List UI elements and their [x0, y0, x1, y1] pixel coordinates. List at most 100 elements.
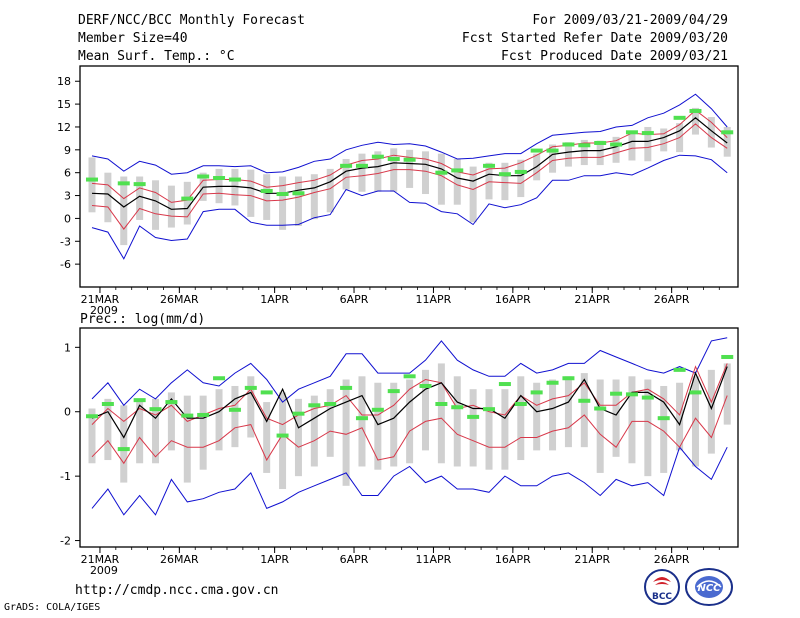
panel2-observed-marker [689, 390, 702, 395]
panel2-member-box [247, 376, 255, 438]
ncc-logo-text: NCC [697, 583, 721, 594]
panel2-year-label: 2009 [90, 564, 118, 577]
panel1-observed-marker [181, 196, 194, 201]
panel2-observed-marker [578, 398, 591, 403]
panel1-observed-marker [371, 154, 384, 159]
panel1-ytick-label: 9 [64, 144, 71, 157]
panel1-ytick-label: 18 [57, 75, 71, 88]
panel2-member-box [390, 382, 398, 467]
panel1-member-box [263, 174, 271, 220]
panel1-member-box [136, 176, 144, 220]
panel2-observed-marker [355, 416, 368, 421]
panel1-member-box [723, 126, 731, 157]
panel2-max-line [91, 337, 728, 407]
fcst-produced-date: Fcst Produced Date 2009/03/21 [501, 49, 728, 64]
panel2-mean-line [91, 366, 728, 439]
panel2-upper-line [91, 363, 728, 426]
panel2-observed-marker [228, 407, 241, 412]
panel1-member-box [104, 172, 112, 223]
panel1-member-box [421, 151, 429, 195]
panel2-xtick-label: 6APR [340, 553, 369, 566]
panel2-member-box [549, 379, 557, 451]
panel1-member-box [580, 139, 588, 166]
panel1-member-box [549, 144, 557, 173]
panel1-observed-marker [435, 170, 448, 175]
panel2-member-box [263, 402, 271, 473]
panel2-member-box [358, 376, 366, 467]
panel1-xtick-label: 26MAR [160, 293, 199, 306]
panel2-member-box [469, 389, 477, 467]
panel1-member-box [628, 130, 636, 161]
panel2-member-box [152, 398, 160, 464]
panel2-member-box [136, 398, 144, 464]
panel2-observed-marker [641, 395, 654, 400]
panel1-observed-marker [213, 176, 226, 181]
panel1-member-box [88, 157, 96, 213]
panel1-ytick-label: 0 [64, 212, 71, 225]
panel2-member-box [88, 408, 96, 464]
panel1-observed-marker [340, 163, 353, 168]
panel2-observed-marker [292, 411, 305, 416]
panel2-observed-marker [340, 385, 353, 390]
panel1-frame [79, 65, 739, 288]
panel2-member-box [501, 389, 509, 470]
panel1-member-box [612, 136, 620, 163]
panel1-member-box [183, 181, 191, 225]
panel2-observed-marker [419, 383, 432, 388]
panel1-member-box [596, 140, 604, 166]
panel2-member-box [120, 405, 128, 483]
panel2-observed-marker [133, 398, 146, 403]
panel1-observed-marker [514, 169, 527, 174]
panel2-xtick-label: 1APR [260, 553, 289, 566]
panel2-lower-line [91, 395, 728, 465]
panel1-xtick-label: 26APR [654, 293, 690, 306]
panel1-observed-marker [641, 131, 654, 136]
panel1-member-box [279, 176, 287, 230]
panel1-member-box [469, 166, 477, 223]
panel1-observed-marker [451, 168, 464, 173]
variable-label: Mean Surf. Temp.: °C [78, 49, 235, 64]
panel1-xtick-label: 21APR [574, 293, 610, 306]
panel1-observed-marker [387, 156, 400, 161]
panel2-observed-marker [213, 376, 226, 381]
panel1-member-box [294, 176, 302, 227]
panel1-ytick-label: 12 [57, 121, 71, 134]
panel2-observed-marker [181, 413, 194, 418]
panel2-member-box [326, 389, 334, 457]
panel2-ytick-label: 1 [64, 341, 71, 354]
panel1-member-box [310, 174, 318, 220]
panel1-xtick-label: 6APR [340, 293, 369, 306]
panel1-member-box [326, 168, 334, 213]
panel2-member-box [691, 376, 699, 467]
panel1-member-box [152, 180, 160, 230]
panel2-ytick-label: 0 [64, 406, 71, 419]
panel2-ytick-label: -2 [60, 535, 71, 548]
panel2-member-box [294, 398, 302, 477]
panel1-observed-marker [594, 140, 607, 145]
panel2-observed-marker [276, 433, 289, 438]
panel1-observed-marker [562, 142, 575, 147]
panel2-member-box [517, 376, 525, 461]
grads-credit: GrADS: COLA/IGES [4, 602, 101, 613]
bcc-logo-text: BCC [652, 592, 672, 602]
panel1-member-box [231, 168, 239, 206]
panel2-member-box [564, 376, 572, 448]
panel2-observed-marker [610, 391, 623, 396]
panel1-member-box [453, 158, 461, 205]
bcc-logo: BCC [644, 569, 680, 605]
panel1-member-box [342, 158, 350, 190]
panel2-xtick-label: 26APR [654, 553, 690, 566]
footer-url[interactable]: http://cmdp.ncc.cma.gov.cn [75, 583, 279, 598]
panel1-xtick-label: 21MAR [81, 293, 120, 306]
panel2-observed-marker [483, 407, 496, 412]
panel2-member-box [342, 379, 350, 486]
panel2-member-box [104, 398, 112, 461]
panel2-member-box [231, 385, 239, 448]
panel2-observed-marker [324, 402, 337, 407]
panel1-observed-marker [276, 192, 289, 197]
panel2-member-box [628, 376, 636, 464]
panel1-member-box [660, 128, 668, 152]
panel2-member-box [453, 376, 461, 467]
panel2-xtick-label: 21MAR [81, 553, 120, 566]
panel1-ytick-label: 3 [64, 190, 71, 203]
